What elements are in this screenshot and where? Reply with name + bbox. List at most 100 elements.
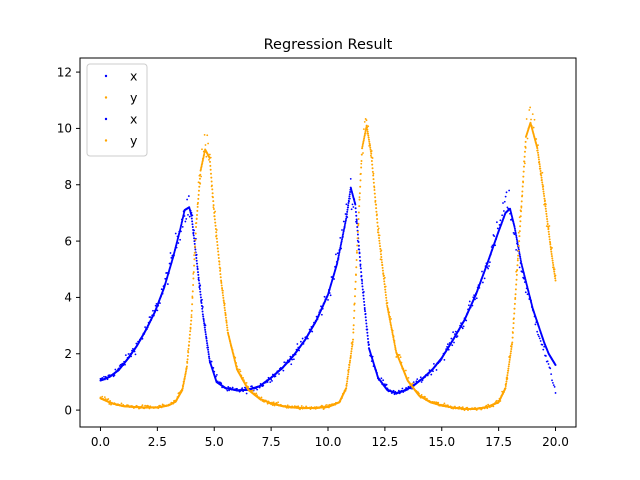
fit-point [182,383,185,386]
fit-point [519,225,522,228]
fit-point [387,313,390,316]
data-point [152,309,154,312]
fit-point [542,192,545,195]
series-layer [99,106,557,412]
fit-point [367,136,370,139]
data-point [419,376,422,379]
fit-point [549,243,552,246]
fit-point [554,279,557,282]
data-point [543,345,546,348]
fit-point [225,321,228,324]
fit-point [193,242,196,245]
fit-point [350,350,353,353]
fit-point [345,382,348,385]
fit-point [507,365,510,368]
fit-point [393,343,396,346]
fit-point [361,288,364,291]
fit-point [543,200,546,203]
fit-point [549,245,552,248]
data-point [518,266,521,269]
fit-point [188,337,191,340]
data-point [505,191,508,194]
fit-point [517,244,520,247]
fit-point [541,185,544,188]
fit-point [520,260,523,263]
fit-point [386,304,389,307]
data-point [487,267,490,270]
fit-point [337,254,340,257]
data-point [530,118,532,121]
x-tick-label: 17.5 [485,435,512,449]
data-point [515,249,518,251]
y-tick-label: 0 [64,403,72,417]
fit-point [191,226,194,229]
fit-point [223,306,226,309]
fit-point [360,278,363,281]
fit-point [341,236,344,239]
data-point [352,206,355,208]
fit-point [203,326,206,329]
fit-point [354,203,357,206]
fit-point [513,227,516,230]
data-point [169,252,172,254]
fit-point [341,233,344,236]
fit-point [218,263,221,266]
data-point [453,341,455,344]
data-point [487,403,490,406]
fit-point [211,188,214,191]
fit-point [508,361,511,364]
fit-point [376,221,379,224]
fit-point [186,361,189,364]
fit-point [210,176,213,179]
fit-point [369,150,372,153]
fit-point [204,328,207,331]
fit-point [353,316,355,319]
data-point [525,118,528,120]
data-point [468,300,471,303]
fit-point [224,311,227,314]
fit-point [514,229,517,232]
fit-point [197,273,200,276]
fit-point [348,361,351,364]
fit-point [375,210,378,213]
fit-point [364,131,367,134]
fit-point [542,190,545,193]
fit-point [204,333,207,336]
fit-point [212,204,215,207]
fit-point [214,221,217,224]
x-tick-label: 7.5 [262,435,281,449]
fit-point [193,237,196,240]
fit-point [509,350,512,353]
fit-point [346,377,349,380]
data-point [424,396,427,398]
fit-point [198,185,201,188]
fit-point [394,349,397,352]
chart-title: Regression Result [264,37,393,53]
fit-point [207,353,210,356]
fit-point [370,156,373,159]
data-point [536,330,539,333]
data-point [290,363,293,366]
fit-point [191,290,194,293]
data-point [552,384,555,387]
data-point [553,386,556,388]
fit-point [215,237,218,240]
fit-point [380,255,383,258]
fit-point [361,282,364,285]
legend-label: y [130,133,138,148]
data-point [186,198,189,201]
data-point [502,210,505,212]
fit-point [203,324,206,327]
fit-point [202,154,205,157]
fit-point [389,319,392,322]
fit-point [521,185,524,188]
fit-point [374,199,377,202]
data-point [187,195,190,197]
fit-point [215,234,218,237]
fit-point [382,272,385,275]
fit-point [537,156,540,159]
fit-point [507,369,510,372]
fit-point [377,228,380,231]
legend-label: y [130,90,138,105]
fit-point [343,225,346,228]
